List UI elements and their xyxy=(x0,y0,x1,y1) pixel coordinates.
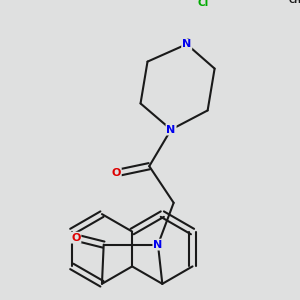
Text: N: N xyxy=(167,124,176,135)
Text: Cl: Cl xyxy=(198,0,209,8)
Text: N: N xyxy=(182,39,191,49)
Text: N: N xyxy=(153,240,163,250)
Text: CH₃: CH₃ xyxy=(288,0,300,5)
Text: O: O xyxy=(112,168,121,178)
Text: O: O xyxy=(71,232,80,243)
